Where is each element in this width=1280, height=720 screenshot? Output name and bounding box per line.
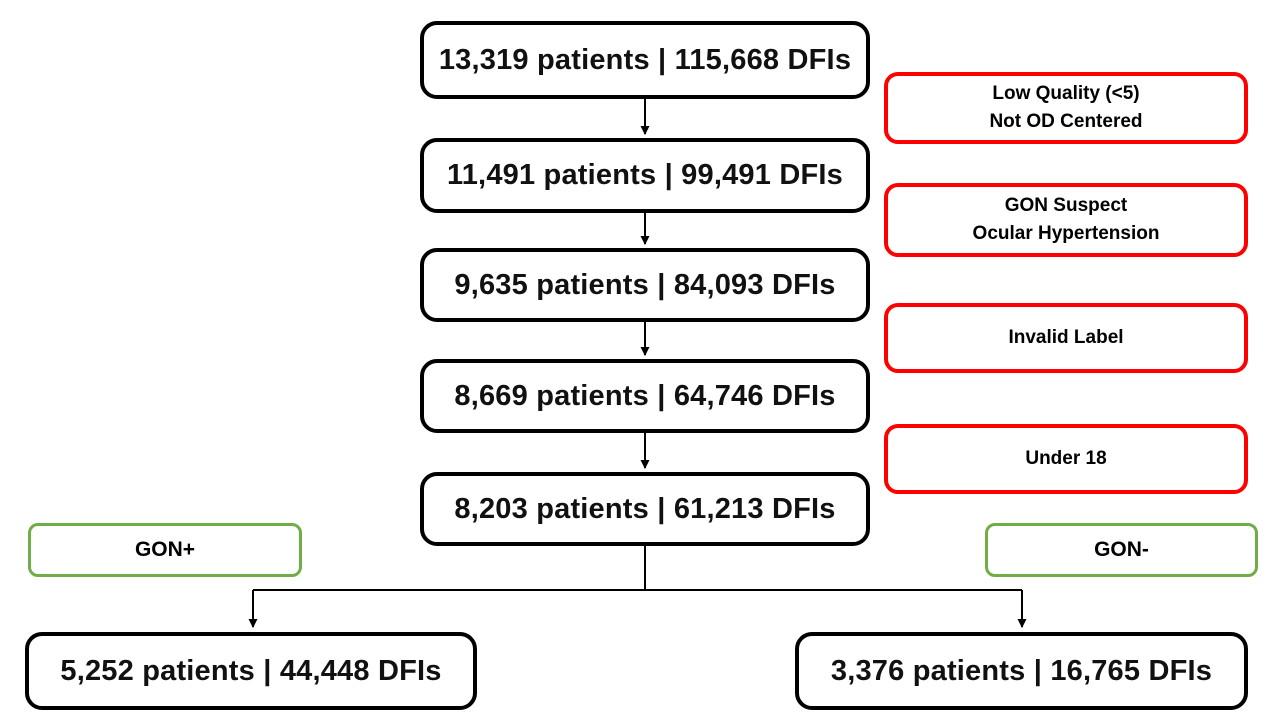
cohort-label: 13,319 patients | 115,668 DFIs <box>438 43 852 76</box>
cohort-box-4: 8,669 patients | 64,746 DFIs <box>420 359 870 433</box>
outcome-label: 3,376 patients | 16,765 DFIs <box>830 654 1213 687</box>
branch-label-gon-positive: GON+ <box>28 523 302 577</box>
cohort-label: 11,491 patients | 99,491 DFIs <box>447 159 843 191</box>
exclusion-line: Under 18 <box>1025 448 1107 469</box>
exclusion-line: Invalid Label <box>1008 327 1124 348</box>
cohort-label: 9,635 patients | 84,093 DFIs <box>454 268 836 301</box>
cohort-box-5: 8,203 patients | 61,213 DFIs <box>420 472 870 546</box>
outcome-box-gon-positive: 5,252 patients | 44,448 DFIs <box>25 632 477 710</box>
outcome-label: 5,252 patients | 44,448 DFIs <box>60 654 442 687</box>
cohort-box-2: 11,491 patients | 99,491 DFIs <box>420 138 870 213</box>
exclusion-line: GON Suspect <box>1004 195 1128 216</box>
exclusion-box-invalid-label: Invalid Label <box>884 303 1248 373</box>
branch-label-gon-negative: GON- <box>985 523 1258 577</box>
cohort-box-3: 9,635 patients | 84,093 DFIs <box>420 248 870 322</box>
outcome-box-gon-negative: 3,376 patients | 16,765 DFIs <box>795 632 1248 710</box>
cohort-label: 8,203 patients | 61,213 DFIs <box>454 492 836 525</box>
branch-label: GON+ <box>134 538 196 561</box>
exclusion-line: Ocular Hypertension <box>972 223 1160 244</box>
exclusion-box-low-quality: Low Quality (<5) Not OD Centered <box>884 72 1248 144</box>
cohort-label: 8,669 patients | 64,746 DFIs <box>454 379 836 412</box>
cohort-box-1: 13,319 patients | 115,668 DFIs <box>420 21 870 99</box>
exclusion-box-gon-suspect: GON Suspect Ocular Hypertension <box>884 183 1248 257</box>
exclusion-box-under-18: Under 18 <box>884 424 1248 494</box>
branch-label: GON- <box>1094 538 1149 561</box>
exclusion-line: Not OD Centered <box>989 111 1143 132</box>
exclusion-line: Low Quality (<5) <box>992 83 1140 104</box>
